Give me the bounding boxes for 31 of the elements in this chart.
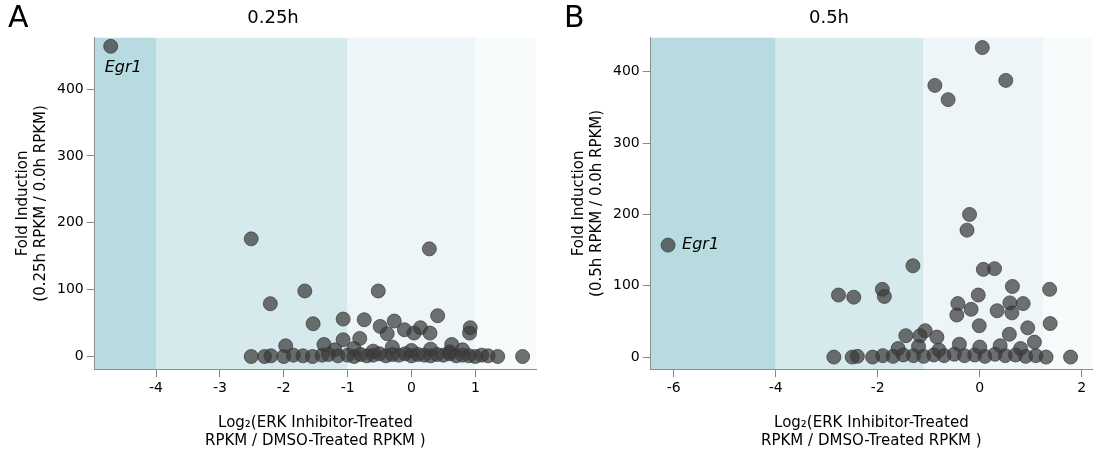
y-tick-label: 200	[612, 205, 640, 222]
y-axis-title: Fold Induction (0.5h RPKM / 0.0h RPKM)	[568, 109, 605, 297]
x-tick-label: -6	[666, 379, 681, 396]
text: B	[564, 0, 585, 34]
chart-title: 0.25h	[247, 6, 299, 28]
text: A	[8, 0, 29, 34]
x-tick-label: 0	[407, 379, 416, 396]
y-tick-label: 100	[612, 276, 640, 293]
y-tick-label: 0	[74, 347, 84, 364]
x-tick-label: -2	[870, 379, 885, 396]
x-tick-label: 2	[1077, 379, 1087, 396]
x-tick-label: -3	[212, 379, 227, 396]
x-axis-title: Log₂(ERK Inhibitor-Treated RPKM / DMSO-Treated RPKM )	[205, 412, 426, 449]
y-tick-label: 200	[56, 213, 84, 230]
y-axis-title: Fold Induction (0.25h RPKM / 0.0h RPKM)	[12, 105, 49, 302]
annotation: Egr1	[104, 57, 142, 77]
y-tick-label: 400	[56, 79, 84, 96]
y-tick-label: 400	[612, 62, 640, 79]
x-tick-label: 1	[470, 379, 480, 396]
x-axis-title: Log₂(ERK Inhibitor-Treated RPKM / DMSO-Treated RPKM )	[761, 412, 982, 449]
y-tick-label: 300	[612, 133, 640, 150]
x-tick-label: -2	[276, 379, 291, 396]
x-tick-label: -1	[340, 379, 355, 396]
y-tick-label: 300	[56, 146, 84, 163]
chart-title: 0.5h	[808, 6, 850, 28]
y-tick-label: 0	[630, 347, 640, 364]
x-tick-label: -4	[768, 379, 783, 396]
annotation: Egr1	[682, 234, 720, 254]
x-tick-label: -4	[149, 379, 164, 396]
y-tick-label: 100	[56, 280, 84, 297]
x-tick-label: 0	[975, 379, 985, 396]
